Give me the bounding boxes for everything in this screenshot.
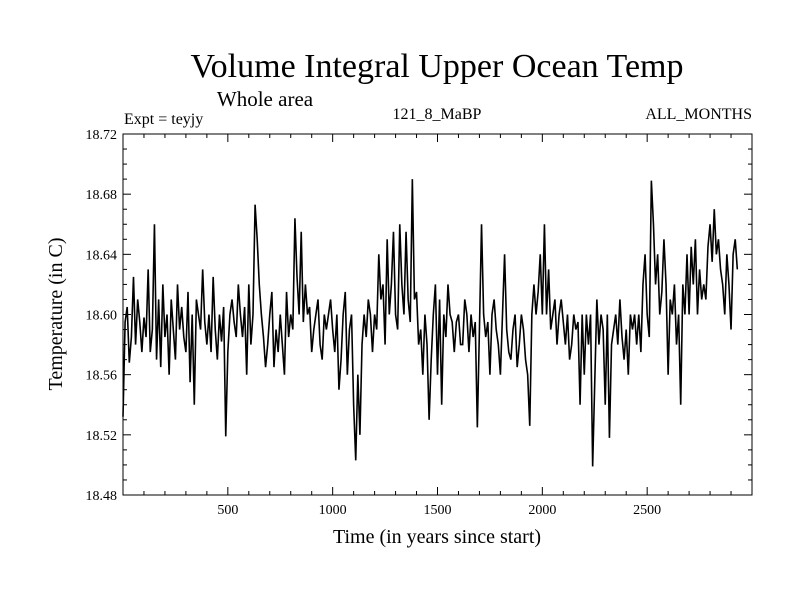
- plot-frame: [122, 133, 753, 496]
- x-tick-label: 1000: [319, 503, 347, 518]
- y-tick-label: 18.48: [86, 489, 118, 504]
- y-axis-label: Temperature (in C): [45, 238, 67, 391]
- x-tick-label: 2000: [528, 503, 556, 518]
- x-tick-label: 500: [217, 503, 238, 518]
- y-tick-label: 18.56: [86, 369, 118, 384]
- series-line-0: [122, 179, 739, 467]
- y-tick-label: 18.68: [86, 188, 118, 203]
- chart-subtitle: Whole area: [217, 87, 314, 111]
- chart-title: Volume Integral Upper Ocean Temp: [191, 48, 684, 85]
- y-tick-label: 18.52: [86, 429, 118, 444]
- run-label: 121_8_MaBP: [393, 106, 482, 123]
- x-axis-label: Time (in years since start): [333, 526, 541, 548]
- experiment-label: Expt = teyjy: [124, 111, 203, 128]
- x-tick-label: 2500: [633, 503, 661, 518]
- x-tick-label: 1500: [424, 503, 452, 518]
- y-tick-label: 18.64: [86, 248, 118, 263]
- y-tick-label: 18.60: [86, 309, 118, 324]
- y-tick-label: 18.72: [86, 128, 118, 143]
- months-label: ALL_MONTHS: [645, 106, 752, 123]
